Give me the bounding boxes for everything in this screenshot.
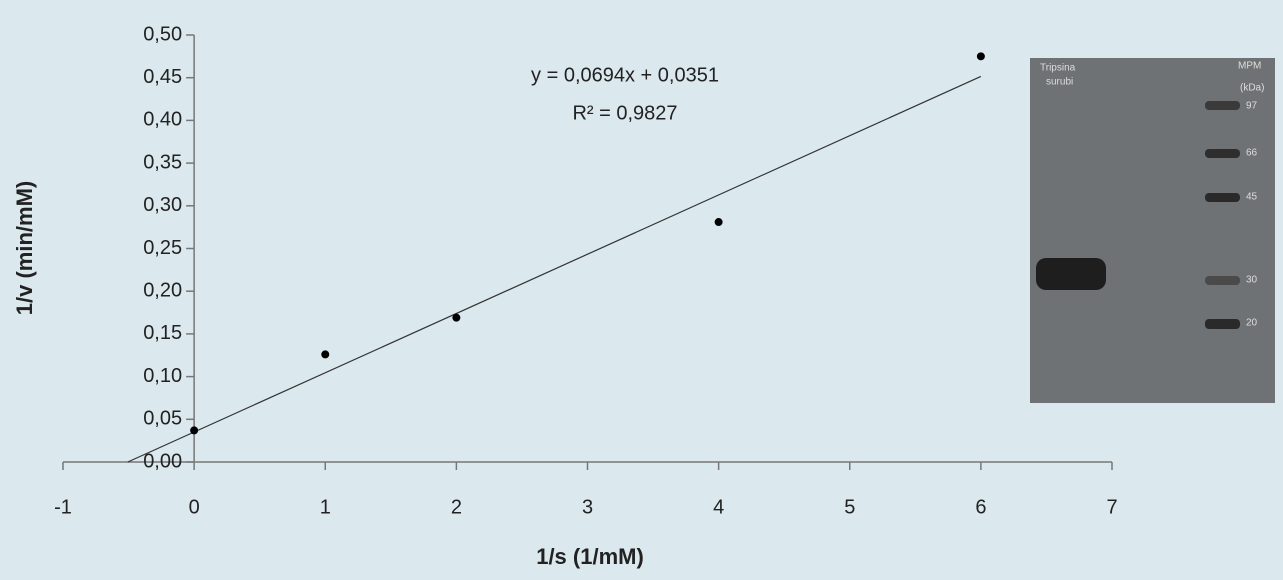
marker-size: 66 (1246, 148, 1258, 159)
trendline-equation: y = 0,0694x + 0,0351 (531, 64, 719, 86)
x-tick-label: 6 (975, 496, 986, 518)
trendline (127, 75, 982, 463)
x-tick-label: 1 (320, 496, 331, 518)
marker-band (1205, 276, 1240, 285)
lane-label: Tripsina (1040, 63, 1076, 74)
y-tick-label: 0,35 (143, 151, 182, 173)
y-tick-label: 0,30 (143, 194, 182, 216)
y-tick-label: 0,40 (143, 109, 182, 131)
x-tick-label: 2 (451, 496, 462, 518)
x-tick-label: 5 (844, 496, 855, 518)
marker-size: 97 (1246, 101, 1258, 112)
gel-image (1030, 58, 1275, 403)
y-tick-label: 0,00 (143, 450, 182, 472)
marker-size: 30 (1246, 275, 1258, 286)
y-tick-label: 0,25 (143, 237, 182, 259)
data-point (321, 350, 330, 359)
marker-size: 20 (1246, 318, 1258, 329)
x-tick-label: 4 (713, 496, 724, 518)
x-tick-label: 7 (1106, 496, 1117, 518)
lane-label: surubi (1046, 77, 1073, 88)
y-tick-label: 0,10 (143, 365, 182, 387)
marker-band (1205, 193, 1240, 202)
marker-label: (kDa) (1240, 83, 1264, 94)
y-tick-label: 0,15 (143, 322, 182, 344)
y-tick-label: 0,20 (143, 279, 182, 301)
y-tick-label: 0,45 (143, 66, 182, 88)
data-point (714, 218, 723, 227)
y-axis-title: 1/v (min/mM) (12, 181, 37, 315)
marker-band (1205, 319, 1240, 329)
x-tick-label: 3 (582, 496, 593, 518)
data-point (190, 426, 199, 435)
x-tick-label: 0 (189, 496, 200, 518)
marker-band (1205, 101, 1240, 110)
marker-label: MPM (1238, 61, 1261, 72)
marker-size: 45 (1246, 192, 1258, 203)
data-point (452, 313, 461, 322)
x-axis-title: 1/s (1/mM) (536, 544, 644, 569)
y-tick-label: 0,50 (143, 23, 182, 45)
gel-inset: Tripsina surubi MPM (kDa) 97 66 45 30 20 (1030, 58, 1275, 403)
data-point (976, 52, 985, 61)
marker-band (1205, 149, 1240, 158)
y-tick-label: 0,05 (143, 408, 182, 430)
x-tick-label: -1 (54, 496, 72, 518)
gel-band (1036, 258, 1106, 290)
r-squared: R² = 0,9827 (572, 102, 677, 124)
